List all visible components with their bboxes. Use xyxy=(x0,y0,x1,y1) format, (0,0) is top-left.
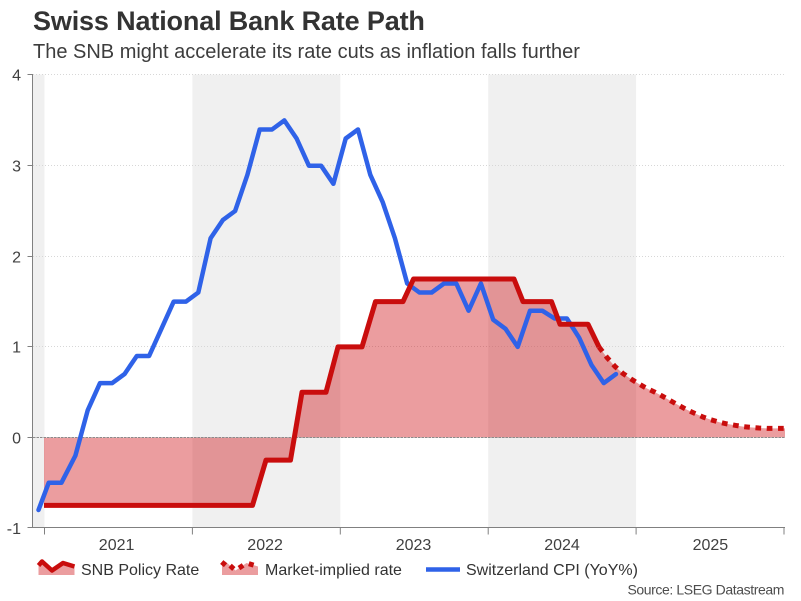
svg-text:The SNB might accelerate its r: The SNB might accelerate its rate cuts a… xyxy=(33,41,580,63)
svg-text:2: 2 xyxy=(12,249,21,266)
svg-text:1: 1 xyxy=(12,339,21,356)
svg-text:2025: 2025 xyxy=(693,537,729,554)
svg-text:2022: 2022 xyxy=(247,537,283,554)
svg-text:2024: 2024 xyxy=(544,537,580,554)
svg-text:SNB Policy Rate: SNB Policy Rate xyxy=(81,562,199,579)
svg-text:Source: LSEG Datastream: Source: LSEG Datastream xyxy=(627,582,784,598)
svg-text:3: 3 xyxy=(12,158,21,175)
svg-text:2021: 2021 xyxy=(99,537,135,554)
svg-text:Swiss National Bank Rate Path: Swiss National Bank Rate Path xyxy=(33,6,425,36)
svg-text:-1: -1 xyxy=(7,521,21,538)
svg-text:0: 0 xyxy=(12,430,21,447)
svg-text:Switzerland CPI (YoY%): Switzerland CPI (YoY%) xyxy=(466,562,638,579)
svg-text:2023: 2023 xyxy=(396,537,432,554)
svg-text:Market-implied rate: Market-implied rate xyxy=(265,562,402,579)
svg-text:4: 4 xyxy=(12,67,21,84)
